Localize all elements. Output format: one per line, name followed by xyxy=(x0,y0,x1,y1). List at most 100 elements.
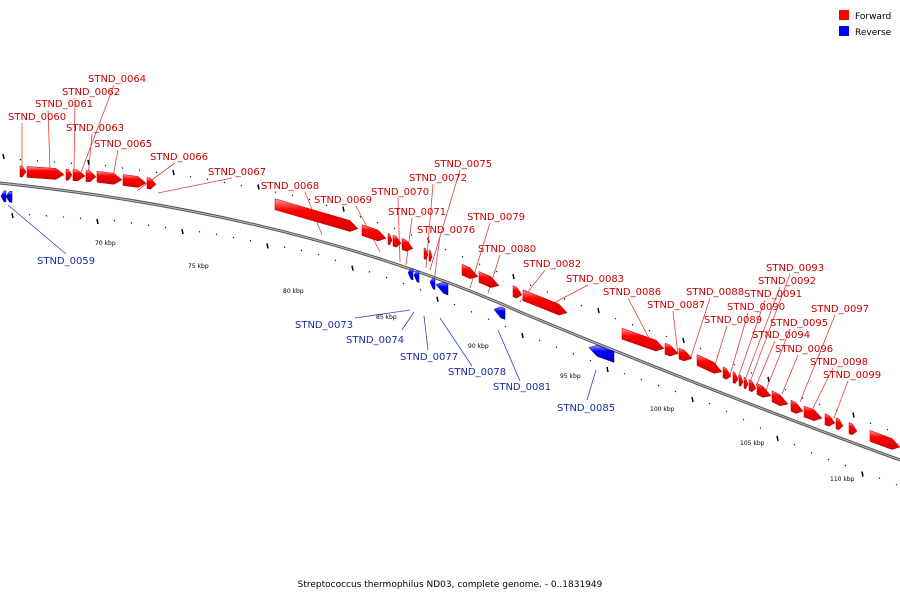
tick-marks xyxy=(2,153,898,486)
forward-gene-arrow[interactable] xyxy=(512,285,523,299)
forward-gene-arrow[interactable] xyxy=(146,177,157,190)
forward-gene-arrow[interactable] xyxy=(96,171,123,185)
reverse-gene-arrow[interactable] xyxy=(0,190,7,203)
forward-gene-arrow[interactable] xyxy=(803,405,823,421)
gene-label[interactable]: STND_0080 xyxy=(478,244,536,255)
forward-gene-arrow[interactable] xyxy=(478,271,500,288)
lower-tick xyxy=(266,243,269,249)
gene-label[interactable]: STND_0070 xyxy=(371,187,429,198)
reverse-gene-arrow[interactable] xyxy=(435,281,449,296)
gene-label[interactable]: STND_0098 xyxy=(810,357,868,368)
forward-gene-arrow[interactable] xyxy=(696,354,723,374)
reverse-gene-labels: STND_0059 STND_0073 STND_0074 STND_0077 … xyxy=(37,256,615,414)
forward-gene-arrow[interactable] xyxy=(19,165,27,178)
forward-gene-arrow[interactable] xyxy=(85,170,97,183)
upper-tick xyxy=(410,234,413,236)
gene-label[interactable]: STND_0092 xyxy=(758,276,816,287)
forward-gene-arrow[interactable] xyxy=(824,413,836,427)
forward-gene-arrow[interactable] xyxy=(26,166,65,180)
gene-label[interactable]: STND_0094 xyxy=(752,330,810,341)
reverse-gene-arrow[interactable] xyxy=(407,267,414,281)
gene-label[interactable]: STND_0077 xyxy=(400,352,458,363)
gene-label[interactable]: STND_0064 xyxy=(88,74,146,85)
gene-label[interactable]: STND_0066 xyxy=(150,152,208,163)
gene-label[interactable]: STND_0073 xyxy=(295,320,353,331)
gene-label[interactable]: STND_0063 xyxy=(66,123,124,134)
reverse-gene-arrow[interactable] xyxy=(5,190,13,203)
leader-line xyxy=(157,177,233,194)
forward-gene-arrow[interactable] xyxy=(848,422,858,436)
gene-label[interactable]: STND_0082 xyxy=(523,259,581,270)
gene-label[interactable]: STND_0088 xyxy=(686,287,744,298)
forward-gene-arrow[interactable] xyxy=(401,237,414,252)
gene-label[interactable]: STND_0060 xyxy=(8,112,66,123)
gene-label[interactable]: STND_0099 xyxy=(823,370,881,381)
gene-label[interactable]: STND_0061 xyxy=(35,99,93,110)
forward-gene-arrow[interactable] xyxy=(722,366,732,380)
forward-gene-arrow[interactable] xyxy=(387,233,393,246)
gene-label[interactable]: STND_0087 xyxy=(647,300,705,311)
gene-label[interactable]: STND_0075 xyxy=(434,159,492,170)
forward-gene-arrow[interactable] xyxy=(72,169,86,182)
forward-gene-arrow[interactable] xyxy=(423,247,429,260)
gene-label[interactable]: STND_0059 xyxy=(37,256,95,267)
gene-label[interactable]: STND_0069 xyxy=(314,195,372,206)
leader-line xyxy=(137,162,176,191)
forward-gene-arrow[interactable] xyxy=(65,168,73,181)
forward-gene-arrow[interactable] xyxy=(122,174,147,188)
upper-tick xyxy=(172,169,175,176)
reverse-gene-arrow[interactable] xyxy=(493,306,506,320)
forward-gene-arrow[interactable] xyxy=(869,430,900,450)
forward-gene-arrow[interactable] xyxy=(678,347,693,362)
gene-label[interactable]: STND_0085 xyxy=(557,403,615,414)
lower-tick xyxy=(674,390,677,393)
forward-gene-arrow[interactable] xyxy=(790,399,804,414)
gene-label[interactable]: STND_0071 xyxy=(388,207,446,218)
gene-label[interactable]: STND_0072 xyxy=(409,173,467,184)
gene-label[interactable]: STND_0096 xyxy=(775,344,833,355)
forward-gene-arrow[interactable] xyxy=(835,417,844,431)
gene-label[interactable]: STND_0089 xyxy=(704,315,762,326)
forward-gene-arrow[interactable] xyxy=(756,383,772,398)
reverse-gene-arrow[interactable] xyxy=(588,345,615,363)
upper-tick xyxy=(733,363,736,366)
lower-tick xyxy=(181,228,184,235)
gene-label[interactable]: STND_0095 xyxy=(770,318,828,329)
gene-label[interactable]: STND_0068 xyxy=(261,181,319,192)
gene-label[interactable]: STND_0090 xyxy=(727,302,785,313)
forward-gene-arrow[interactable] xyxy=(522,289,568,316)
gene-label[interactable]: STND_0076 xyxy=(417,225,475,236)
gene-label[interactable]: STND_0093 xyxy=(766,263,824,274)
gene-label[interactable]: STND_0079 xyxy=(467,212,525,223)
gene-label[interactable]: STND_0086 xyxy=(603,287,661,298)
forward-gene-arrow[interactable] xyxy=(771,390,789,406)
reverse-gene-arrow[interactable] xyxy=(429,277,436,290)
forward-gene-arrow[interactable] xyxy=(461,263,479,279)
upper-tick xyxy=(699,347,702,350)
gene-label[interactable]: STND_0097 xyxy=(811,304,869,315)
lower-tick xyxy=(215,233,218,236)
gene-label[interactable]: STND_0083 xyxy=(566,274,624,285)
reverse-gene-arrow[interactable] xyxy=(413,270,420,284)
upper-tick xyxy=(750,372,753,374)
forward-gene-arrow[interactable] xyxy=(274,198,359,232)
forward-gene-arrow[interactable] xyxy=(361,224,387,242)
forward-gene-arrow[interactable] xyxy=(748,379,757,393)
lower-tick xyxy=(419,289,422,291)
gene-label[interactable]: STND_0067 xyxy=(208,167,266,178)
gene-label[interactable]: STND_0062 xyxy=(62,87,120,98)
forward-gene-arrow[interactable] xyxy=(621,327,665,352)
forward-gene-arrow[interactable] xyxy=(743,376,749,390)
forward-gene-arrow[interactable] xyxy=(664,342,679,357)
gene-label[interactable]: STND_0091 xyxy=(744,289,802,300)
gene-label[interactable]: STND_0074 xyxy=(346,335,404,346)
gene-label[interactable]: STND_0081 xyxy=(493,382,551,393)
upper-tick xyxy=(529,284,532,287)
forward-gene-arrow[interactable] xyxy=(738,374,744,387)
forward-gene-arrow[interactable] xyxy=(428,249,433,262)
forward-gene-arrow[interactable] xyxy=(732,371,739,384)
gene-label[interactable]: STND_0065 xyxy=(94,139,152,150)
upper-tick xyxy=(597,307,600,314)
forward-gene-arrow[interactable] xyxy=(392,234,402,248)
gene-label[interactable]: STND_0078 xyxy=(448,367,506,378)
